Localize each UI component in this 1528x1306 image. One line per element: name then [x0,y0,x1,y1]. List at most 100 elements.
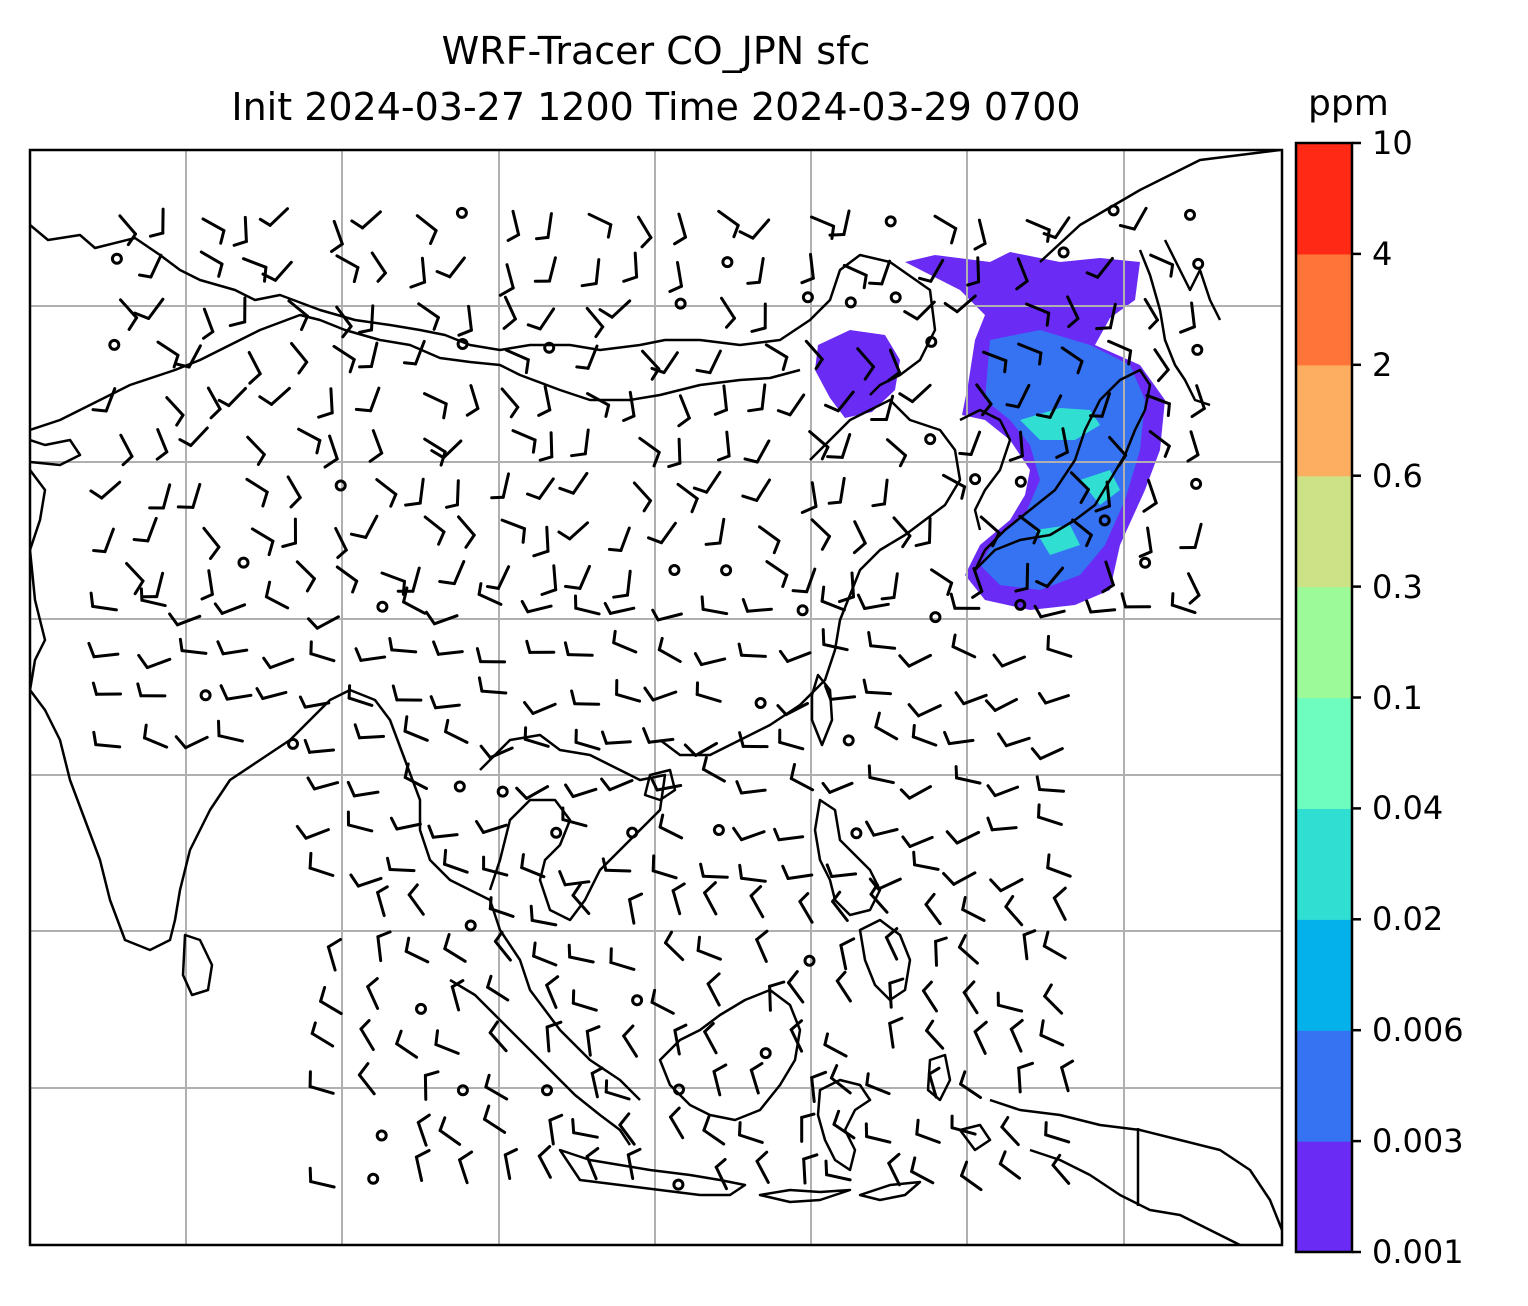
wind-barb [281,517,297,548]
wind-barb [1042,216,1071,240]
colorbar-segment [1296,586,1352,699]
wind-barb [907,703,942,718]
wind-barb [650,777,683,792]
wind-barb [1095,302,1117,331]
wind-barb [1108,436,1128,467]
wind-barb [1044,1121,1071,1144]
chart-title-line2: Init 2024-03-27 1200 Time 2024-03-29 070… [231,85,1081,129]
wind-barb [156,340,180,369]
wind-barb [831,890,849,922]
wind-barb [430,439,463,460]
calm-marker [721,256,734,269]
wind-barb [601,730,632,745]
calm-marker [550,826,563,839]
wind-barb [486,565,511,590]
wind-barb [615,679,642,703]
wind-barb [868,259,892,286]
wind-barb [404,477,425,507]
wind-barb [176,482,202,509]
wind-barb [820,585,846,612]
colorbar-segment [1296,808,1352,920]
calm-marker [1098,514,1111,527]
wind-barb [626,1147,642,1180]
wind-barb [826,433,852,459]
wind-barb [486,974,510,1002]
wind-barb [548,1113,564,1146]
wind-barb [477,676,508,695]
calm-marker [464,919,477,932]
calm-marker [455,206,468,219]
wind-barb [966,256,981,287]
wind-barb [590,1066,604,1099]
wind-barb [570,428,590,458]
wind-barb [979,515,1001,548]
wind-barb [438,1116,462,1146]
wind-barb [423,1070,440,1101]
calm-marker [1191,343,1204,356]
wind-barb [930,568,954,596]
colorbar-segment [1296,1030,1352,1142]
calm-marker [929,611,942,624]
wind-barb [643,686,678,702]
colorbar-tick-label: 0.001 [1372,1233,1464,1271]
wind-barb [808,430,830,461]
wind-barb [427,824,459,839]
wind-barb [529,904,558,927]
wind-barb [414,1149,431,1182]
calm-marker [626,826,639,839]
wind-barb [1046,853,1072,878]
wind-barb [714,1158,728,1191]
wind-barb [804,339,824,370]
coast-sulawesi [816,1078,872,1172]
wind-barb [1143,297,1159,330]
wind-barb [335,254,360,284]
wind-barb [533,256,557,283]
wind-barbs [87,206,1206,1192]
wind-barb [824,1159,852,1182]
wind-barb [927,1066,941,1099]
wind-barb [1107,339,1133,366]
wind-barb [402,339,426,366]
wind-barb [353,723,385,740]
wind-barb [943,294,977,314]
wind-barb [119,298,139,331]
calm-marker [108,338,121,351]
wind-barb [349,873,383,888]
wind-barb [206,386,222,420]
wind-barb [165,396,185,427]
wind-barb [738,1121,764,1144]
wind-barb [525,639,556,654]
wind-barb [537,384,552,417]
wind-barb [216,640,249,656]
wind-barb [755,929,769,963]
calm-marker [720,564,733,577]
colorbar-tick-label: 0.6 [1372,456,1423,495]
wind-barb [996,991,1024,1013]
colorbar-tick-label: 4 [1372,234,1393,273]
coast-himalaya [30,313,801,432]
calm-marker [1057,246,1070,259]
wind-barb [567,943,595,964]
wind-barb [587,212,613,239]
wind-barb [532,525,550,558]
wind-barb [502,295,517,330]
wind-barb [295,824,330,840]
calm-marker [889,291,902,304]
calm-marker [110,252,123,265]
calm-marker [237,556,250,569]
wind-barb [1186,430,1200,463]
map-area [30,150,1282,1245]
wind-barb [791,567,817,594]
wind-barb [375,478,398,508]
wind-barb [942,871,977,886]
wind-barb [693,652,727,667]
wind-barb [1043,983,1064,1015]
wind-barb [1005,383,1031,409]
wind-barb [303,738,335,754]
wind-barb [545,975,560,1009]
wind-barb [520,853,546,879]
wind-barb [887,1152,901,1187]
calm-marker [674,297,687,310]
wind-barb [702,1115,726,1146]
wind-barb [155,428,169,461]
